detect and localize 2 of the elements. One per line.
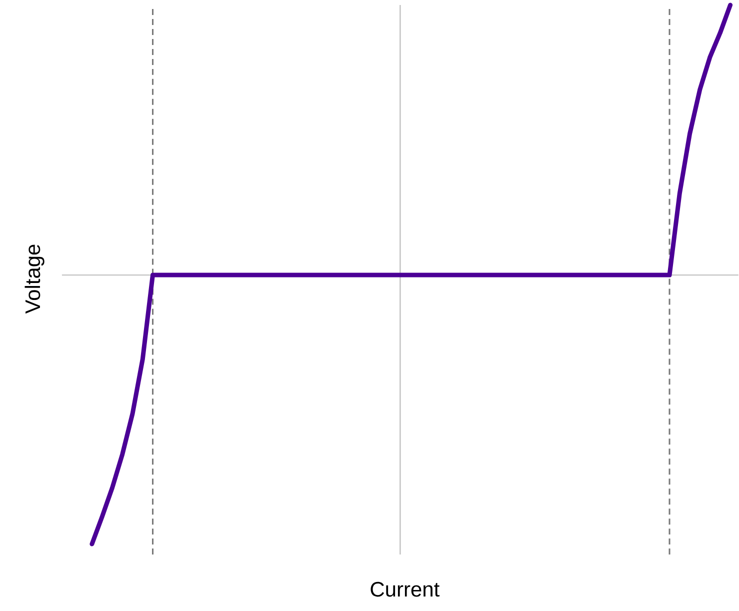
x-axis-title: Current [370,582,440,597]
y-axis-title: Voltage [24,244,44,314]
